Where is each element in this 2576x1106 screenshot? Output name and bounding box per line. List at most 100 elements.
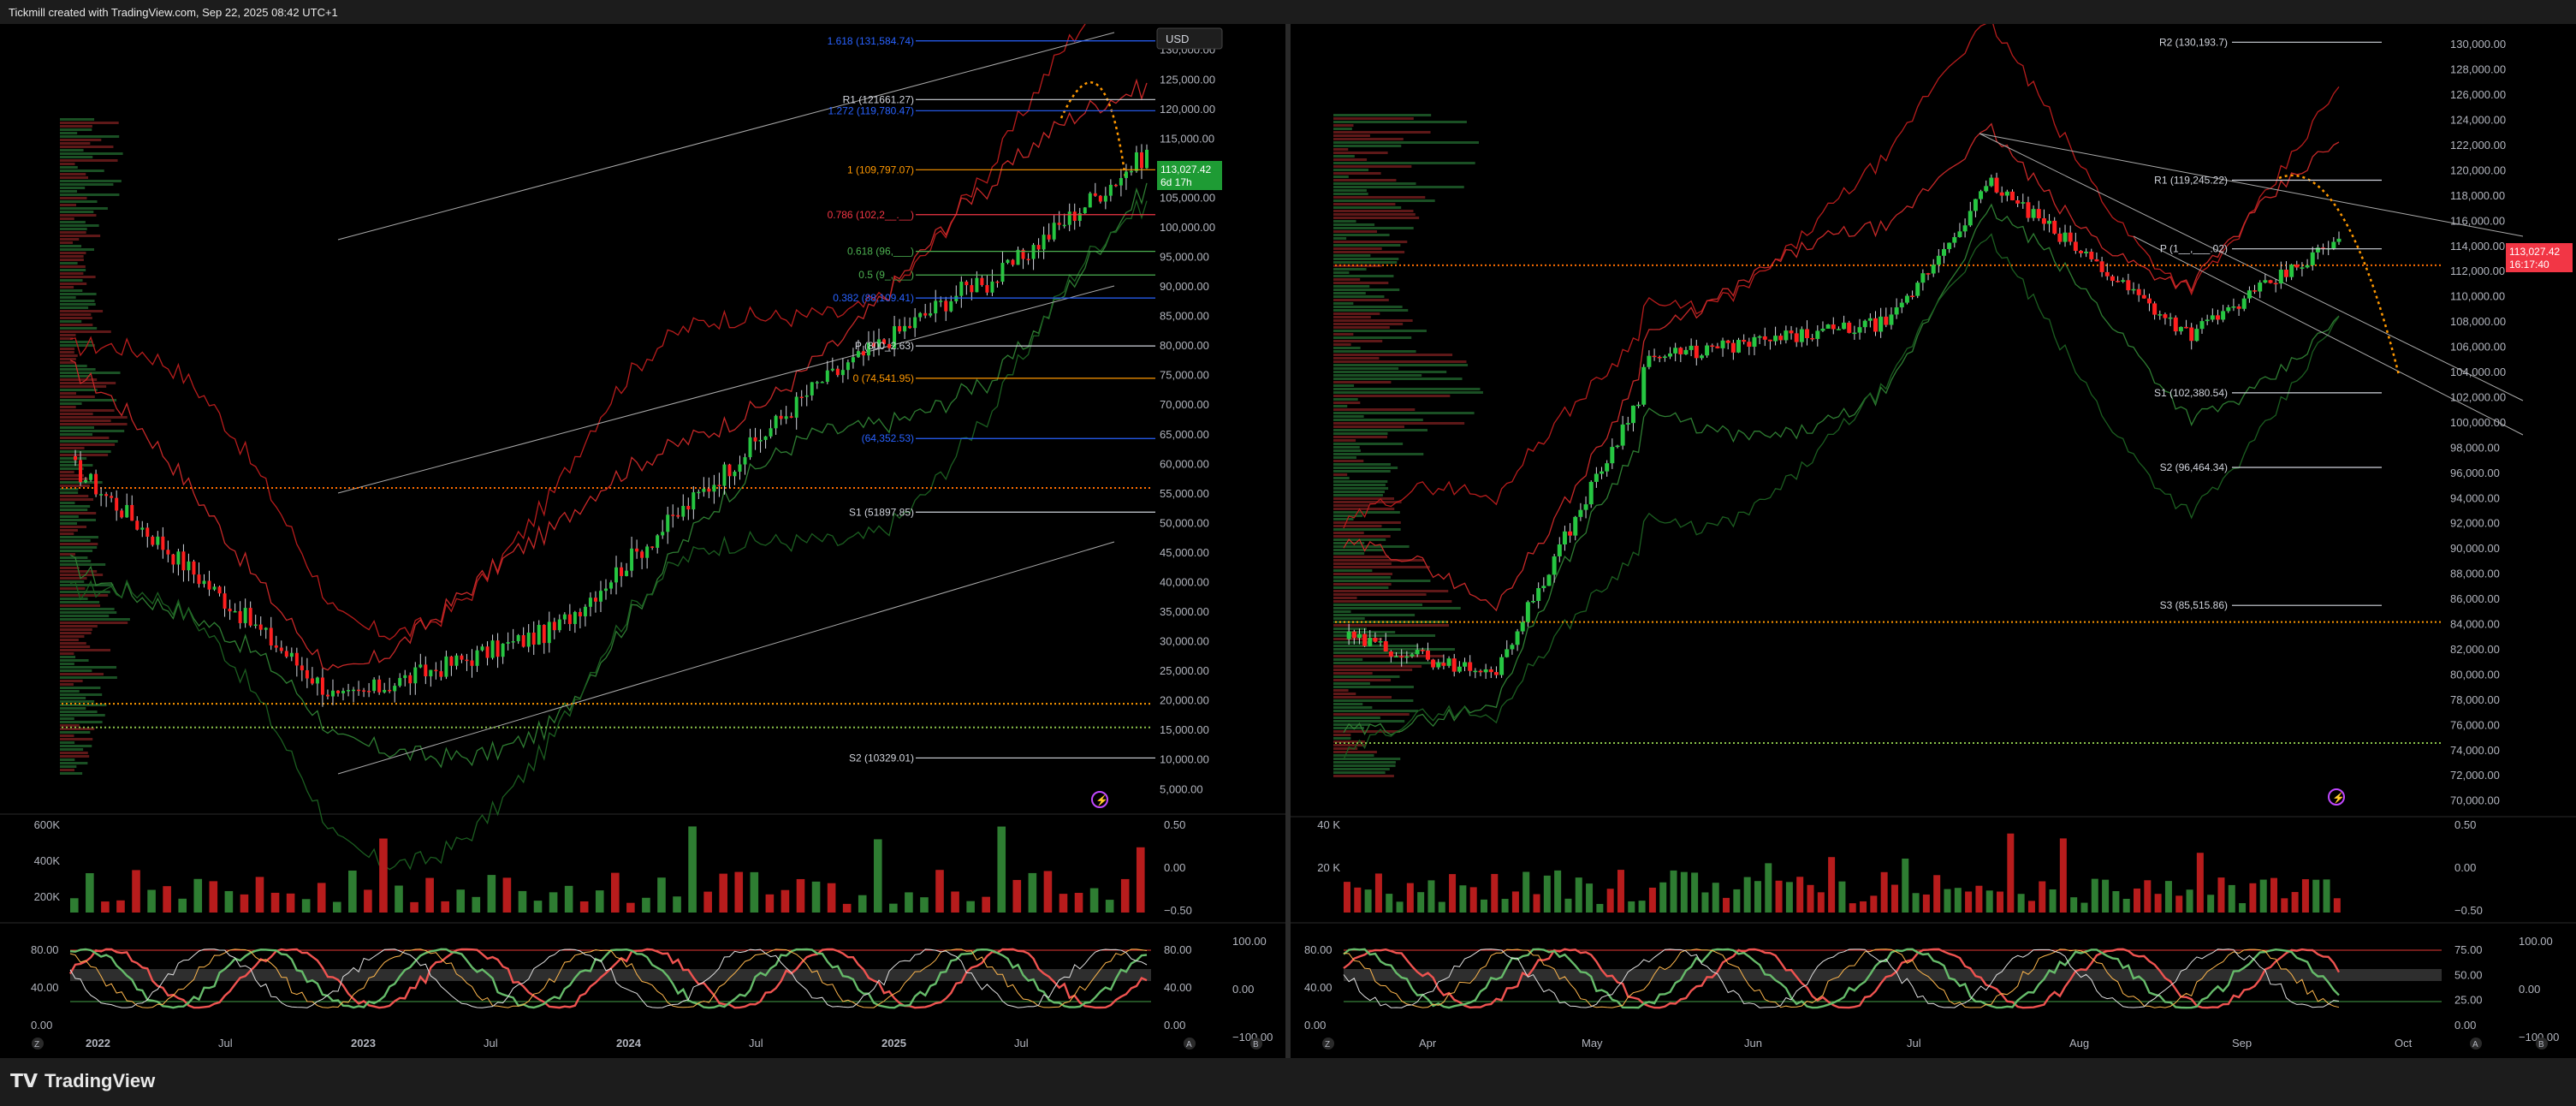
volume-bar <box>1680 871 1688 913</box>
profile-bar <box>60 680 83 682</box>
candle-body <box>1420 650 1425 651</box>
volume-bar <box>1417 892 1425 913</box>
profile-bar <box>60 752 88 754</box>
candles <box>74 144 1149 707</box>
candle-body <box>1762 336 1767 340</box>
profile-bar <box>1333 614 1416 616</box>
profile-bar <box>1333 758 1401 760</box>
volume-bar <box>889 903 898 913</box>
candle-body <box>258 624 263 630</box>
candle-body <box>2116 281 2121 282</box>
profile-bar <box>1333 508 1395 510</box>
volume-bar <box>270 892 280 913</box>
band-line <box>69 182 1148 769</box>
candle-body <box>140 527 145 530</box>
y-tick-label: 108,000.00 <box>2450 315 2506 328</box>
osc-mid-tick: 80.00 <box>1164 943 1192 956</box>
candle-body <box>1920 273 1926 283</box>
candle-body <box>1103 195 1107 202</box>
candle-body <box>1425 650 1430 660</box>
candle-body <box>918 312 923 318</box>
candle-body <box>2068 232 2073 242</box>
level-label: P (1__,___.02) <box>2160 243 2228 255</box>
candle-body <box>367 691 371 693</box>
profile-bar <box>1333 436 1387 438</box>
nav-button[interactable] <box>1250 1038 1262 1050</box>
volume-bar <box>2112 890 2120 913</box>
profile-bar <box>60 464 93 467</box>
y-tick-label: 72,000.00 <box>2450 769 2500 782</box>
profile-bar <box>60 498 94 501</box>
candle-body <box>248 608 252 626</box>
candle-body <box>130 504 134 521</box>
profile-bar <box>60 574 104 576</box>
nav-button[interactable] <box>2470 1038 2482 1050</box>
candle-body <box>506 642 510 644</box>
profile-bar <box>1333 754 1374 757</box>
candle-body <box>593 598 597 602</box>
candle-body <box>1399 656 1404 658</box>
nav-button[interactable] <box>2536 1038 2548 1050</box>
pane-divider[interactable] <box>1285 24 1291 1058</box>
profile-bar <box>60 621 128 624</box>
volume-bar <box>611 872 620 913</box>
flash-icon[interactable] <box>1091 791 1108 808</box>
oscillator-pane: 80.00 40.00 0.00 80.00 40.00 0.00 100.00 0.00 −1… <box>31 935 1273 1044</box>
profile-bar <box>1333 278 1361 281</box>
candle-body <box>903 325 907 332</box>
candle-body <box>691 492 696 510</box>
profile-bar <box>1333 463 1392 466</box>
nav-button[interactable] <box>1322 1038 1334 1050</box>
level-label: P (800_2.63) <box>855 340 914 352</box>
profile-bar <box>60 683 74 686</box>
tradingview-logo[interactable]: 𝗧𝗩 TradingView <box>10 1070 155 1092</box>
profile-bar <box>1333 768 1390 770</box>
profile-bar <box>1333 665 1422 668</box>
profile-bar <box>1333 158 1368 161</box>
volume-bar <box>116 900 125 913</box>
osc-left-tick: 0.00 <box>31 1019 52 1032</box>
profile-bar <box>60 645 91 648</box>
volume-bar <box>1922 894 1930 913</box>
candle-body <box>1757 336 1762 338</box>
band-line <box>69 24 1086 640</box>
currency-badge[interactable] <box>1156 27 1223 50</box>
profile-bar <box>1333 775 1394 777</box>
volume-bar <box>2027 901 2035 913</box>
y-tick-label: 74,000.00 <box>2450 744 2500 757</box>
candle-body <box>315 677 319 684</box>
candle-body <box>547 621 551 644</box>
profile-bar <box>60 481 103 484</box>
candle-body <box>1373 638 1378 642</box>
right-chart-pane[interactable]: R2 (130,193.7) R1 (119,245.22) P (1__,___.… <box>1291 24 2576 1058</box>
candle-body <box>1767 339 1772 342</box>
profile-bar <box>60 656 76 658</box>
candle-body <box>2009 191 2015 201</box>
candle-body <box>1016 249 1020 265</box>
candle-body <box>2253 290 2258 292</box>
osc-neutral-band <box>70 969 1151 981</box>
candle-body <box>1879 316 1884 332</box>
nav-button[interactable] <box>32 1038 44 1050</box>
volume-bar <box>1469 887 1477 913</box>
candle-body <box>882 339 887 344</box>
volume-bar <box>395 885 403 913</box>
candle-body <box>727 464 732 477</box>
left-chart-pane[interactable]: 1.618 (131,584.74) R1 (121661.27)1.272 (1… <box>0 24 1285 1058</box>
volume-bar <box>1880 871 1888 913</box>
osc-line <box>69 948 1148 1008</box>
candle-body <box>1999 192 2004 196</box>
flash-icon[interactable] <box>2328 788 2345 806</box>
profile-bar <box>1333 747 1358 750</box>
volume-bar <box>1807 884 1814 913</box>
candle-body <box>274 645 278 648</box>
nav-button[interactable] <box>1184 1038 1196 1050</box>
candle-body <box>1773 336 1778 342</box>
volume-bar <box>719 873 728 913</box>
candle-body <box>1077 213 1082 222</box>
profile-bar <box>1333 425 1404 428</box>
candle-body <box>110 496 114 498</box>
volume-bar <box>364 889 372 913</box>
volume-bar <box>765 894 775 913</box>
profile-bar <box>1333 566 1430 568</box>
